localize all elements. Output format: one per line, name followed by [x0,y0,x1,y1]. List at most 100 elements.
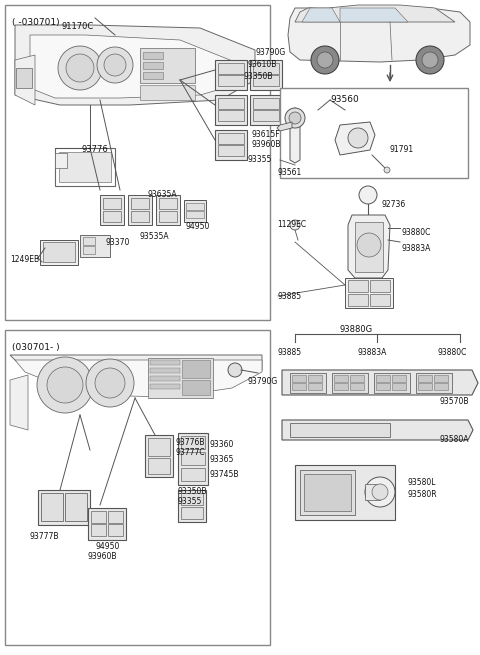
Bar [178,433,208,485]
Circle shape [66,54,94,82]
Bar [280,88,468,178]
Text: 1249EB: 1249EB [10,255,39,264]
Text: 93880C: 93880C [438,348,468,357]
Bar [370,294,390,306]
Bar [41,493,63,521]
Bar [186,211,204,218]
Bar [253,63,279,74]
Bar [128,195,152,225]
Text: 93580A: 93580A [440,435,469,444]
Bar [392,383,406,390]
Bar [148,438,170,456]
Bar [218,63,244,74]
Polygon shape [295,5,455,22]
Bar [108,511,123,523]
Bar [182,380,210,395]
Bar [5,330,270,645]
Text: 93960B: 93960B [88,552,118,561]
Text: (030701- ): (030701- ) [12,343,60,352]
Circle shape [285,108,305,128]
Circle shape [384,167,390,173]
Text: 93370: 93370 [105,238,130,247]
Circle shape [348,128,368,148]
Text: 93777C: 93777C [175,448,204,457]
Circle shape [289,112,301,124]
Bar [150,384,180,389]
Bar [83,237,95,245]
Text: 93350B: 93350B [244,72,274,81]
Bar [83,246,95,254]
Polygon shape [10,375,28,430]
Text: 91791: 91791 [390,145,414,154]
Bar [145,435,173,477]
Bar [416,373,452,393]
Circle shape [311,46,339,74]
Bar [348,280,368,292]
Circle shape [357,233,381,257]
Circle shape [359,186,377,204]
Circle shape [58,46,102,90]
Text: 93790G: 93790G [255,48,285,57]
Polygon shape [348,215,390,278]
Bar [16,68,32,88]
Circle shape [422,52,438,68]
Text: 93561: 93561 [278,168,302,177]
Bar [143,72,163,79]
Circle shape [317,52,333,68]
Bar [178,490,206,522]
Bar [108,524,123,536]
Bar [376,383,390,390]
Bar [148,358,213,398]
Bar [350,375,364,382]
Bar [80,235,110,257]
Circle shape [95,368,125,398]
Bar [186,203,204,210]
Bar [55,148,115,186]
Polygon shape [340,8,408,22]
Text: 93960B: 93960B [252,140,281,149]
Text: 93885: 93885 [278,292,302,301]
Bar [181,507,203,519]
Bar [392,375,406,382]
Bar [150,360,180,365]
Bar [143,62,163,69]
Bar [131,211,149,222]
Bar [156,195,180,225]
Bar [38,490,90,525]
Bar [182,360,210,378]
Text: 93615F: 93615F [252,130,281,139]
Polygon shape [282,370,478,395]
Bar [418,375,432,382]
Bar [300,470,355,515]
Polygon shape [282,420,473,440]
Polygon shape [335,122,375,155]
Bar [215,60,247,90]
Bar [148,458,170,474]
Bar [253,75,279,86]
Polygon shape [302,8,340,22]
Text: 93885: 93885 [278,348,302,357]
Polygon shape [290,108,300,163]
Polygon shape [10,355,262,392]
Bar [91,524,106,536]
Bar [40,240,78,265]
Polygon shape [277,122,292,131]
Text: 93880G: 93880G [340,325,373,334]
Text: 94950: 94950 [95,542,120,551]
Text: 92736: 92736 [382,200,406,209]
Text: 94950: 94950 [185,222,209,231]
Text: ( -030701): ( -030701) [12,18,60,27]
Circle shape [104,54,126,76]
Bar [55,153,67,168]
Bar [140,48,195,83]
Text: 93883A: 93883A [358,348,387,357]
Bar [334,375,348,382]
Bar [370,280,390,292]
Bar [215,130,247,160]
Bar [140,85,195,100]
Bar [103,198,121,209]
Bar [181,436,205,449]
Bar [355,222,383,272]
Text: 93580R: 93580R [408,490,438,499]
Bar [218,75,244,86]
